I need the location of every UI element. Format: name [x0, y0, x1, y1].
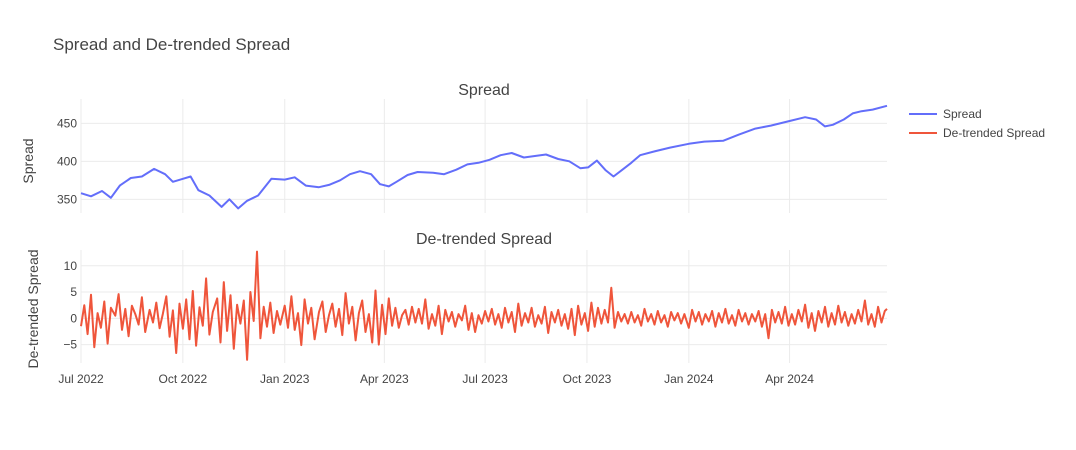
- x-tick-label-4: Jul 2023: [462, 372, 508, 386]
- subplot-title-spread: Spread: [458, 82, 510, 99]
- spread-plot-area: [80, 104, 888, 210]
- detrended-gridlines: [80, 250, 887, 363]
- chart-title: Spread and De-trended Spread: [53, 35, 290, 54]
- detrended-y-tick-label-3: 10: [64, 259, 78, 273]
- y-axis-label-detrended: De-trended Spread: [25, 249, 41, 368]
- legend[interactable]: Spread De-trended Spread: [909, 107, 1045, 140]
- y-axis-label-spread: Spread: [20, 138, 36, 183]
- legend-item-detrended[interactable]: De-trended Spread: [909, 126, 1045, 140]
- legend-label-detrended: De-trended Spread: [943, 126, 1045, 140]
- detrended-series-line-0: [80, 250, 888, 361]
- detrended-y-tick-label-1: 0: [70, 311, 77, 325]
- legend-label-spread: Spread: [943, 107, 982, 121]
- x-axis-ticks: Jul 2022 Oct 2022 Jan 2023 Apr 2023 Jul 2023…: [58, 372, 814, 386]
- spread-y-tick-label-0: 350: [57, 192, 77, 206]
- spread-gridlines: [80, 99, 887, 213]
- x-tick-label-0: Jul 2022: [58, 372, 104, 386]
- detrended-y-ticks: −5 0 5 10: [63, 259, 77, 352]
- spread-series-line-0: [80, 104, 888, 210]
- subplot-title-detrended: De-trended Spread: [416, 231, 552, 248]
- spread-y-ticks: 350 400 450: [57, 116, 77, 206]
- x-tick-label-6: Jan 2024: [664, 372, 714, 386]
- detrended-plot-area: [80, 250, 888, 361]
- detrended-y-tick-label-2: 5: [70, 285, 77, 299]
- x-tick-label-2: Jan 2023: [260, 372, 310, 386]
- detrended-y-tick-label-0: −5: [63, 338, 77, 352]
- x-tick-label-7: Apr 2024: [765, 372, 814, 386]
- spread-y-tick-label-2: 450: [57, 116, 77, 130]
- x-tick-label-5: Oct 2023: [563, 372, 612, 386]
- x-tick-label-3: Apr 2023: [360, 372, 409, 386]
- legend-item-spread[interactable]: Spread: [909, 107, 982, 121]
- x-tick-label-1: Oct 2022: [159, 372, 208, 386]
- spread-y-tick-label-1: 400: [57, 154, 77, 168]
